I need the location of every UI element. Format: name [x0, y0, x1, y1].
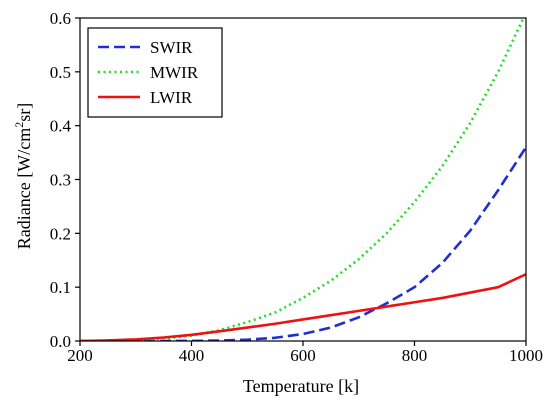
- y-axis-title-part: Radiance [W/cm: [14, 128, 34, 249]
- axes: 200 400 600 800 1000 0.0 0.1 0.2 0.3 0.4 0.5 0.6: [50, 9, 543, 365]
- legend-label-swir: SWIR: [150, 38, 193, 57]
- series-line-lwir: [80, 273, 526, 341]
- y-axis-title: Radiance [W/cm2sr]: [12, 103, 34, 249]
- plot-area: [80, 18, 526, 341]
- y-tick-label: 0.3: [50, 171, 71, 190]
- x-tick-label: 400: [179, 346, 205, 365]
- y-tick-label: 0.2: [50, 224, 71, 243]
- y-axis-title-superscript: 2: [12, 122, 26, 128]
- x-axis-title: Temperature [k]: [243, 376, 359, 396]
- legend-label-mwir: MWIR: [150, 63, 199, 82]
- y-tick-label: 0.0: [50, 332, 71, 351]
- y-tick-label: 0.1: [50, 278, 71, 297]
- y-tick-label: 0.6: [50, 9, 71, 28]
- legend-box: [87, 27, 223, 118]
- y-tick-label: 0.4: [50, 117, 72, 136]
- series-line-mwir: [80, 18, 525, 341]
- series-line-swir: [80, 146, 526, 341]
- y-tick-label: 0.5: [50, 63, 71, 82]
- legend-label-lwir: LWIR: [150, 88, 193, 107]
- legend: SWIR MWIR LWIR: [87, 27, 223, 118]
- x-tick-label: 600: [290, 346, 316, 365]
- x-tick-label: 200: [67, 346, 93, 365]
- x-tick-label: 800: [402, 346, 428, 365]
- x-tick-label: 1000: [509, 346, 543, 365]
- y-axis-title-part: sr]: [14, 103, 34, 122]
